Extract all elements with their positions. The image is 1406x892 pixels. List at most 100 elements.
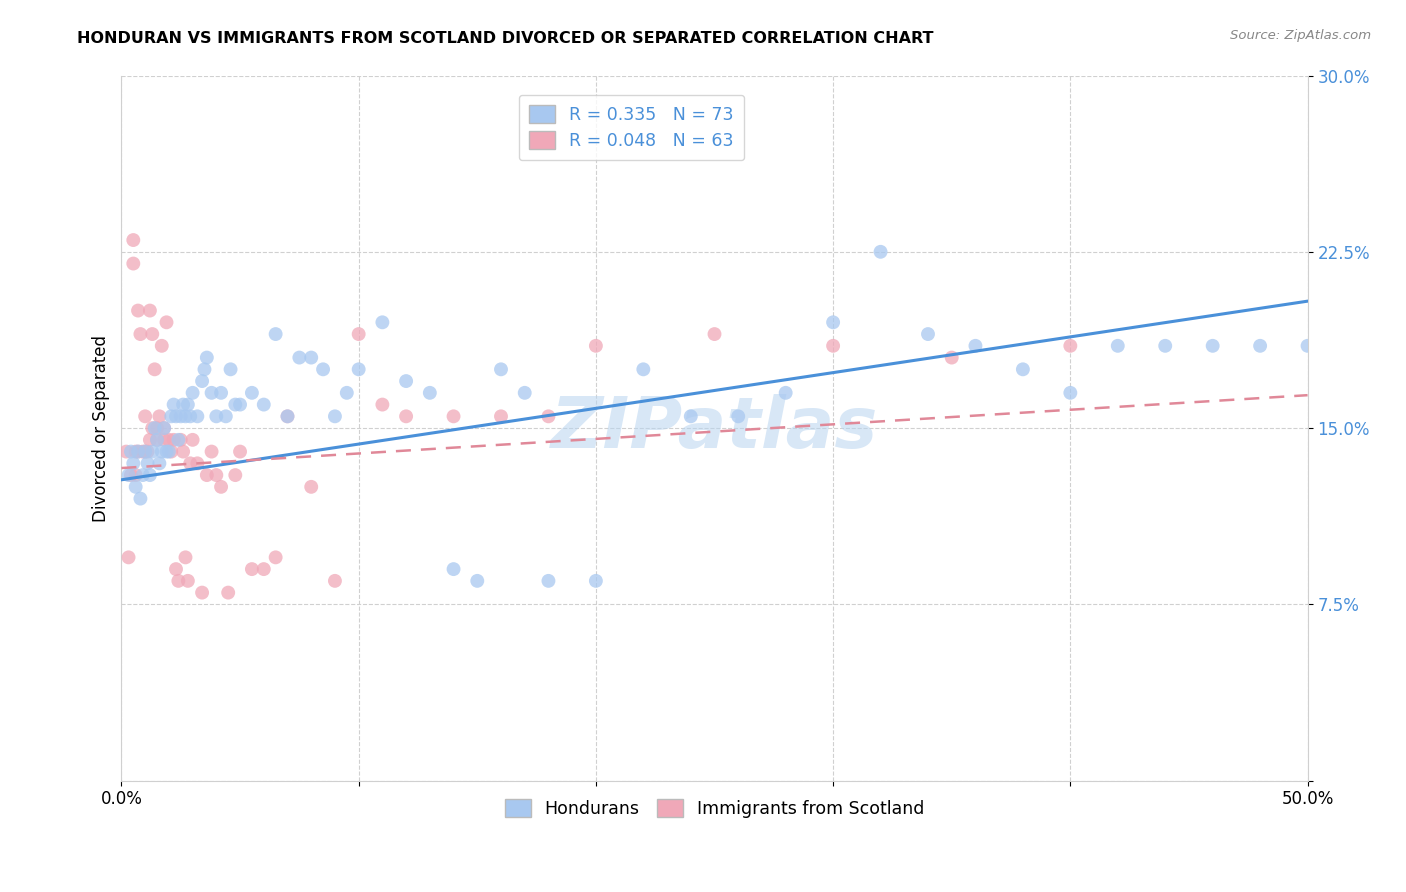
Point — [122, 256, 145, 270]
Point — [775, 385, 797, 400]
Point — [186, 456, 208, 470]
Point — [157, 444, 180, 458]
Point — [240, 562, 263, 576]
Point — [869, 244, 891, 259]
Point — [240, 385, 263, 400]
Point — [395, 409, 418, 424]
Point — [443, 409, 465, 424]
Point — [165, 409, 187, 424]
Point — [537, 574, 560, 588]
Point — [146, 433, 169, 447]
Point — [323, 574, 346, 588]
Point — [217, 585, 239, 599]
Point — [181, 385, 204, 400]
Point — [205, 468, 228, 483]
Point — [585, 574, 607, 588]
Point — [155, 315, 177, 329]
Point — [160, 409, 183, 424]
Point — [191, 585, 214, 599]
Point — [148, 456, 170, 470]
Point — [1059, 385, 1081, 400]
Point — [633, 362, 655, 376]
Point — [191, 374, 214, 388]
Point — [276, 409, 298, 424]
Point — [127, 444, 149, 458]
Point — [141, 421, 163, 435]
Point — [167, 433, 190, 447]
Point — [157, 433, 180, 447]
Point — [465, 574, 488, 588]
Point — [170, 433, 193, 447]
Point — [127, 444, 149, 458]
Point — [200, 385, 222, 400]
Point — [174, 550, 197, 565]
Point — [172, 398, 194, 412]
Point — [193, 362, 215, 376]
Y-axis label: Divorced or Separated: Divorced or Separated — [93, 334, 110, 522]
Point — [150, 339, 173, 353]
Point — [347, 362, 370, 376]
Point — [965, 339, 987, 353]
Point — [141, 444, 163, 458]
Point — [170, 409, 193, 424]
Point — [132, 444, 155, 458]
Point — [124, 444, 146, 458]
Point — [146, 433, 169, 447]
Point — [419, 385, 441, 400]
Text: HONDURAN VS IMMIGRANTS FROM SCOTLAND DIVORCED OR SEPARATED CORRELATION CHART: HONDURAN VS IMMIGRANTS FROM SCOTLAND DIV… — [77, 31, 934, 46]
Point — [1296, 339, 1319, 353]
Point — [153, 421, 176, 435]
Point — [153, 421, 176, 435]
Point — [336, 385, 359, 400]
Legend: Hondurans, Immigrants from Scotland: Hondurans, Immigrants from Scotland — [498, 792, 931, 825]
Point — [229, 398, 252, 412]
Point — [489, 362, 512, 376]
Point — [1249, 339, 1271, 353]
Point — [209, 480, 232, 494]
Point — [172, 444, 194, 458]
Point — [120, 468, 142, 483]
Point — [134, 409, 156, 424]
Point — [177, 398, 200, 412]
Point — [148, 409, 170, 424]
Point — [179, 409, 201, 424]
Point — [139, 468, 162, 483]
Point — [153, 433, 176, 447]
Point — [162, 398, 184, 412]
Point — [323, 409, 346, 424]
Point — [146, 421, 169, 435]
Point — [395, 374, 418, 388]
Point — [1059, 339, 1081, 353]
Point — [150, 444, 173, 458]
Point — [276, 409, 298, 424]
Point — [1201, 339, 1223, 353]
Point — [727, 409, 749, 424]
Point — [174, 409, 197, 424]
Point — [134, 444, 156, 458]
Point — [162, 433, 184, 447]
Point — [443, 562, 465, 576]
Point — [167, 574, 190, 588]
Point — [941, 351, 963, 365]
Point — [165, 562, 187, 576]
Point — [139, 433, 162, 447]
Point — [195, 351, 218, 365]
Point — [585, 339, 607, 353]
Point — [200, 444, 222, 458]
Point — [124, 480, 146, 494]
Point — [122, 456, 145, 470]
Point — [129, 327, 152, 342]
Point — [181, 433, 204, 447]
Point — [186, 409, 208, 424]
Point — [312, 362, 335, 376]
Point — [288, 351, 311, 365]
Point — [124, 468, 146, 483]
Point — [177, 574, 200, 588]
Point — [143, 421, 166, 435]
Point — [917, 327, 939, 342]
Text: Source: ZipAtlas.com: Source: ZipAtlas.com — [1230, 29, 1371, 42]
Point — [253, 398, 276, 412]
Point — [679, 409, 702, 424]
Point — [347, 327, 370, 342]
Point — [134, 444, 156, 458]
